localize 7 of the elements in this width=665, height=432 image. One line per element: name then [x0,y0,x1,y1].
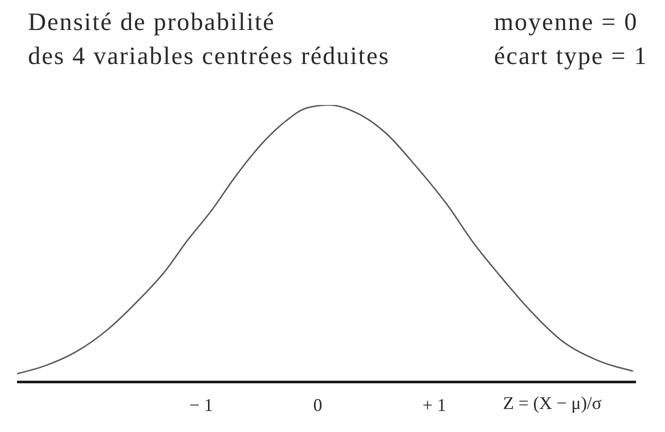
x-tick-label: − 1 [189,395,214,415]
text: écart type = 1 [494,42,648,72]
x-tick-label: 0 [313,395,322,415]
x-tick-label: + 1 [422,395,446,415]
chart-title: Densité de probabilité des 4 variables centrées réduites [28,8,390,72]
x-axis-title: Z = (X − μ)/σ [503,392,602,414]
text: moyenne = 0 [494,8,639,38]
